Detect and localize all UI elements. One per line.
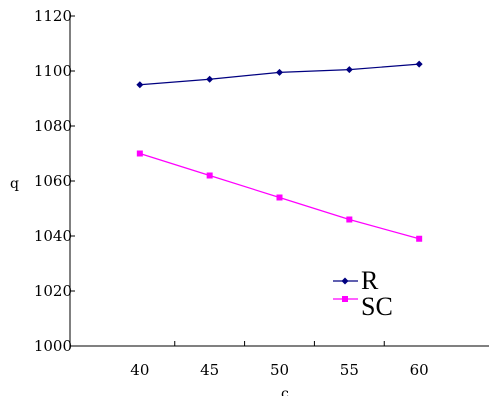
data-point-sc <box>206 172 213 179</box>
data-point-sc <box>136 150 143 157</box>
y-tick-label: 1100 <box>34 62 72 80</box>
data-point-r <box>136 81 144 89</box>
data-point-r <box>206 75 214 83</box>
x-tick-label: 40 <box>130 361 149 379</box>
y-tick-label: 1080 <box>34 117 72 135</box>
data-point-sc <box>416 235 423 242</box>
y-tick-label: 1120 <box>34 7 72 25</box>
legend-label-r: R <box>361 266 379 295</box>
legend: R SC <box>333 266 393 321</box>
y-tick-label: 1020 <box>34 282 72 300</box>
data-point-sc <box>346 216 353 223</box>
series-layer <box>136 60 423 242</box>
series-sc <box>136 150 423 242</box>
data-point-r <box>415 60 423 68</box>
legend-label-sc: SC <box>361 292 393 321</box>
y-axis: 1000 1020 1040 1060 1080 1100 1120 <box>34 7 75 355</box>
x-tick-label: 60 <box>410 361 429 379</box>
legend-item-sc: SC <box>333 292 393 321</box>
x-tick-label: 50 <box>270 361 289 379</box>
legend-item-r: R <box>333 266 379 295</box>
series-r <box>136 60 423 89</box>
x-tick-label: 45 <box>200 361 219 379</box>
x-axis: 40 45 50 55 60 <box>69 341 489 379</box>
y-tick-label: 1060 <box>34 172 72 190</box>
y-tick-label: 1040 <box>34 227 72 245</box>
x-tick-label: 55 <box>340 361 359 379</box>
x-axis-title: c <box>281 386 289 396</box>
data-point-r <box>345 66 353 74</box>
legend-marker-sc <box>342 296 348 302</box>
data-point-r <box>276 68 283 76</box>
y-tick-label: 1000 <box>34 337 72 355</box>
legend-marker-r <box>341 277 349 285</box>
y-axis-title: q <box>10 176 19 192</box>
data-point-sc <box>276 194 283 201</box>
